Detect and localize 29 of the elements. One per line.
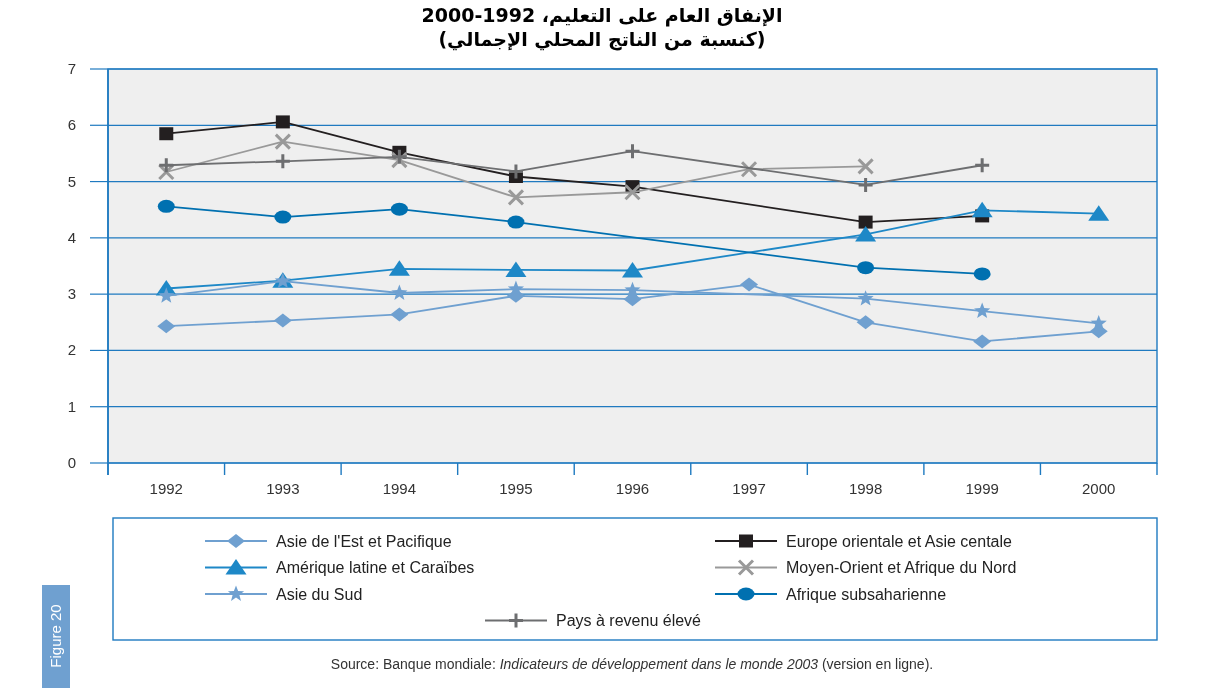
y-tick-label: 3	[67, 285, 76, 303]
source-note: Source: Banque mondiale: Indicateurs de développement dans le monde 2003 (version en ligne).	[330, 656, 934, 672]
x-tick-label: 1993	[266, 480, 300, 497]
y-tick-label: 1	[67, 397, 76, 415]
x-tick-label: 1992	[149, 480, 183, 497]
y-tick-label: 5	[67, 172, 76, 190]
legend-label: Moyen-Orient et Afrique du Nord	[786, 559, 1017, 576]
legend-label: Europe orientale et Asie centale	[786, 532, 1013, 550]
legend-label: Pays à revenu élevé	[556, 612, 702, 629]
legend-label: Asie de l'Est et Pacifique	[276, 532, 452, 550]
legend-label: Asie du Sud	[276, 585, 363, 603]
x-tick-label: 1995	[499, 480, 533, 497]
figure-label: Figure 20	[42, 585, 70, 688]
chart-title: الإنفاق العام على التعليم، 1992-2000	[421, 4, 783, 27]
x-tick-label: 1998	[848, 480, 883, 497]
legend-label: Afrique subsaharienne	[786, 585, 947, 603]
x-tick-label: 1994	[382, 480, 417, 497]
legend-label: Amérique latine et Caraïbes	[276, 559, 475, 576]
caption: Figure 20	[47, 604, 64, 668]
y-tick-label: 7	[67, 60, 76, 77]
chart-subtitle: (كنسبة من الناتج المحلي الإجمالي)	[438, 28, 766, 51]
y-tick-label: 0	[67, 454, 76, 471]
y-tick-label: 4	[67, 228, 76, 246]
x-tick-label: 1999	[965, 480, 999, 497]
x-tick-label: 1996	[615, 480, 650, 497]
y-tick-label: 2	[67, 341, 76, 359]
y-tick-label: 6	[67, 116, 76, 134]
x-tick-label: 2000	[1082, 480, 1116, 497]
x-tick-label: 1997	[732, 480, 766, 497]
